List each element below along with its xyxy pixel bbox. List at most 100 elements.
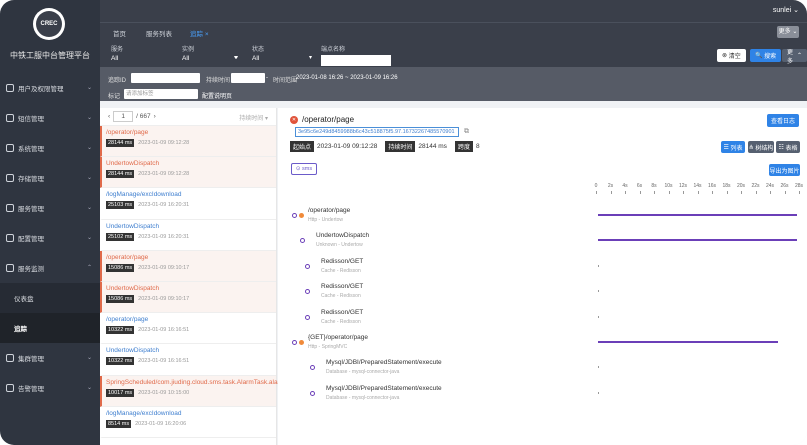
- span-row[interactable]: {GET}/operator/page Http - SpringMVC: [278, 332, 778, 358]
- tree-view-button[interactable]: ⋔ 树结构: [748, 141, 774, 153]
- span-component: Cache - Redisson: [321, 293, 361, 300]
- more-button[interactable]: 更多 ⌄: [777, 26, 799, 38]
- trace-list-item[interactable]: UndertowDispatch 25102 ms 2023-01-09 16:20…: [100, 220, 276, 251]
- trace-list-item[interactable]: UndertowDispatch 15086 ms 2023-01-09 09:10…: [100, 281, 276, 314]
- endpoint-input[interactable]: [321, 55, 391, 66]
- cluster-icon: [6, 354, 14, 362]
- trace-list-item[interactable]: UndertowDispatch 28144 ms 2023-01-09 09:12…: [100, 157, 276, 189]
- trace-name: UndertowDispatch: [106, 347, 160, 355]
- span-row[interactable]: Redisson/GET Cache - Redisson: [278, 256, 599, 282]
- span-row[interactable]: Mysql/JDBI/PreparedStatement/execute Data…: [278, 383, 599, 409]
- sidebar-subitem-dashboard[interactable]: 仪表盘: [0, 283, 100, 313]
- copy-icon[interactable]: ⧉: [464, 128, 469, 135]
- axis-tick: [625, 191, 626, 194]
- sidebar-item-storage[interactable]: 存储管理 ⌄: [0, 163, 100, 193]
- service-select[interactable]: 服务 All ▾: [111, 44, 237, 62]
- axis-tick: [668, 191, 670, 194]
- span-row[interactable]: UndertowDispatch Unknown - Undertow: [278, 230, 797, 256]
- sort-select[interactable]: 持续时间 ▾: [239, 116, 268, 122]
- trace-list: /operator/page 28144 ms 2023-01-09 09:12:2…: [100, 126, 285, 438]
- span-row[interactable]: Redisson/GET Cache - Redisson: [278, 307, 599, 333]
- clear-label: 清空: [728, 54, 741, 60]
- list-view-button[interactable]: ☰ 列表: [721, 141, 745, 153]
- search-button[interactable]: 🔍 搜索: [750, 49, 782, 62]
- sidebar-item-cluster[interactable]: 集群管理 ⌄: [0, 343, 100, 373]
- status-select[interactable]: 状态 All ▾: [252, 44, 312, 62]
- trace-list-item[interactable]: /operator/page 10322 ms 2023-01-09 16:16:5…: [100, 313, 276, 345]
- trace-id-input[interactable]: [131, 73, 200, 83]
- table-view-label: 表格: [785, 145, 798, 152]
- trace-id-value: 3e95c6e249d8459988b6c43c518875f5.97.1673…: [298, 129, 455, 135]
- span-row[interactable]: /operator/page Http - Undertow: [278, 205, 797, 231]
- trace-list-item[interactable]: SpringScheduled/com.jiuding.cloud.sms.ta…: [100, 375, 285, 407]
- trace-list-item[interactable]: /operator/page 15086 ms 2023-01-09 09:10:1…: [100, 250, 276, 282]
- span-row[interactable]: Mysql/JDBI/PreparedStatement/execute Data…: [278, 357, 599, 383]
- time-range-value[interactable]: 2023-01-08 16:26 ~ 2023-01-09 16:26: [296, 75, 398, 81]
- sidebar-item-sms[interactable]: 短信管理 ⌄: [0, 103, 100, 133]
- tag-hint-link[interactable]: 配置说明页: [202, 94, 233, 100]
- export-image-button[interactable]: 导出为图片: [769, 164, 800, 176]
- trace-list-item[interactable]: /logManage/excIdownload 25103 ms 2023-01-0…: [100, 188, 276, 220]
- trace-list-item[interactable]: /operator/page 28144 ms 2023-01-09 09:12:2…: [100, 126, 276, 158]
- status-value: All: [252, 55, 260, 62]
- sidebar-item-alarm[interactable]: 告警管理 ⌄: [0, 373, 100, 403]
- filter-bar: 服务 All ▾ 实例 All ▾ 状态 All ▾ 端点名称 ⊗ 清空 🔍 搜…: [100, 41, 807, 67]
- depth-label: 跨度: [454, 141, 473, 152]
- user-menu[interactable]: sunlei ⌄: [773, 6, 799, 14]
- tab-service-list[interactable]: 服务列表: [146, 31, 172, 38]
- axis-tick-label: 26s: [780, 183, 789, 189]
- trace-name: UndertowDispatch: [106, 160, 160, 168]
- span-node-icon: [300, 238, 305, 244]
- trace-name: UndertowDispatch: [106, 222, 160, 230]
- endpoint-field: 端点名称: [321, 44, 393, 66]
- sidebar: CREC 中铁工服中台管理平台 用户及权限管理 ⌄ 短信管理 ⌄ 系统管理 ⌄ 存储管…: [0, 0, 100, 445]
- sidebar-item-monitoring[interactable]: 服务监测 ⌃: [0, 253, 100, 283]
- trace-id-select[interactable]: 3e95c6e249d8459988b6c43c518875f5.97.1673…: [295, 127, 459, 137]
- trace-meta: 10322 ms 2023-01-09 16:16:51: [106, 357, 276, 366]
- span-duration-bar: [598, 290, 599, 293]
- span-node-icon: [292, 213, 297, 218]
- service-value: All: [111, 55, 119, 62]
- sidebar-item-services[interactable]: 服务管理 ⌄: [0, 193, 100, 223]
- trace-time: 2023-01-09 09:12:28: [138, 140, 190, 146]
- system-icon: [6, 144, 14, 152]
- sidebar-subitem-trace[interactable]: 追踪: [0, 313, 100, 343]
- view-log-button[interactable]: 查看日志: [767, 114, 799, 127]
- trace-detail-panel: ✕ /operator/page 查看日志 3e95c6e249d8459988…: [278, 108, 807, 445]
- trace-name: /logManage/excIdownload: [106, 191, 182, 199]
- span-name: {GET}/operator/page: [308, 334, 368, 341]
- span-component: Http - SpringMVC: [308, 344, 348, 350]
- sidebar-item-user-permissions[interactable]: 用户及权限管理 ⌄: [0, 73, 100, 103]
- clear-button[interactable]: ⊗ 清空: [717, 49, 746, 62]
- brand-title: 中铁工服中台管理平台: [10, 51, 90, 60]
- trace-info: 起始点 2023-01-09 09:12:28 持续时间 28144 ms 跨度…: [290, 141, 480, 152]
- table-view-button[interactable]: ☷ 表格: [776, 141, 800, 153]
- service-icon: [6, 204, 14, 212]
- trace-meta: 28144 ms 2023-01-09 09:12:28: [106, 139, 276, 147]
- tag-input[interactable]: 请添加标签: [124, 89, 198, 99]
- chevron-down-icon: ⌄: [86, 205, 92, 211]
- prev-page-icon[interactable]: ‹: [108, 113, 111, 120]
- trace-name: /operator/page: [106, 253, 149, 261]
- tab-home[interactable]: 首页: [113, 31, 126, 38]
- sidebar-item-system[interactable]: 系统管理 ⌄: [0, 133, 100, 163]
- duration-min-input[interactable]: [231, 73, 265, 83]
- page-input[interactable]: 1: [113, 111, 134, 122]
- axis-tick: [770, 191, 771, 194]
- axis-tick: [755, 191, 757, 194]
- trace-time: 2023-01-09 09:10:17: [138, 264, 190, 271]
- tree-view-label: 树结构: [755, 145, 774, 152]
- sidebar-item-config[interactable]: 配置管理 ⌄: [0, 223, 100, 253]
- sms-tag[interactable]: ⊙ sms: [291, 163, 317, 175]
- span-row[interactable]: Redisson/GET Cache - Redisson: [278, 281, 599, 307]
- more-filters-button[interactable]: 更多 ⌃: [782, 49, 807, 65]
- trace-duration-badge: 10017 ms: [106, 388, 135, 397]
- next-page-icon[interactable]: ›: [153, 113, 156, 120]
- username: sunlei: [772, 7, 792, 14]
- span-node-icon: [305, 289, 310, 295]
- trace-list-item[interactable]: /logManage/excIdownload 8514 ms 2023-01-09…: [100, 407, 276, 438]
- chevron-down-icon: ⌄: [793, 7, 799, 14]
- trace-list-item[interactable]: UndertowDispatch 10322 ms 2023-01-09 16:16…: [100, 344, 276, 376]
- instance-select[interactable]: 实例 All ▾: [182, 44, 238, 62]
- close-icon[interactable]: ×: [204, 31, 209, 38]
